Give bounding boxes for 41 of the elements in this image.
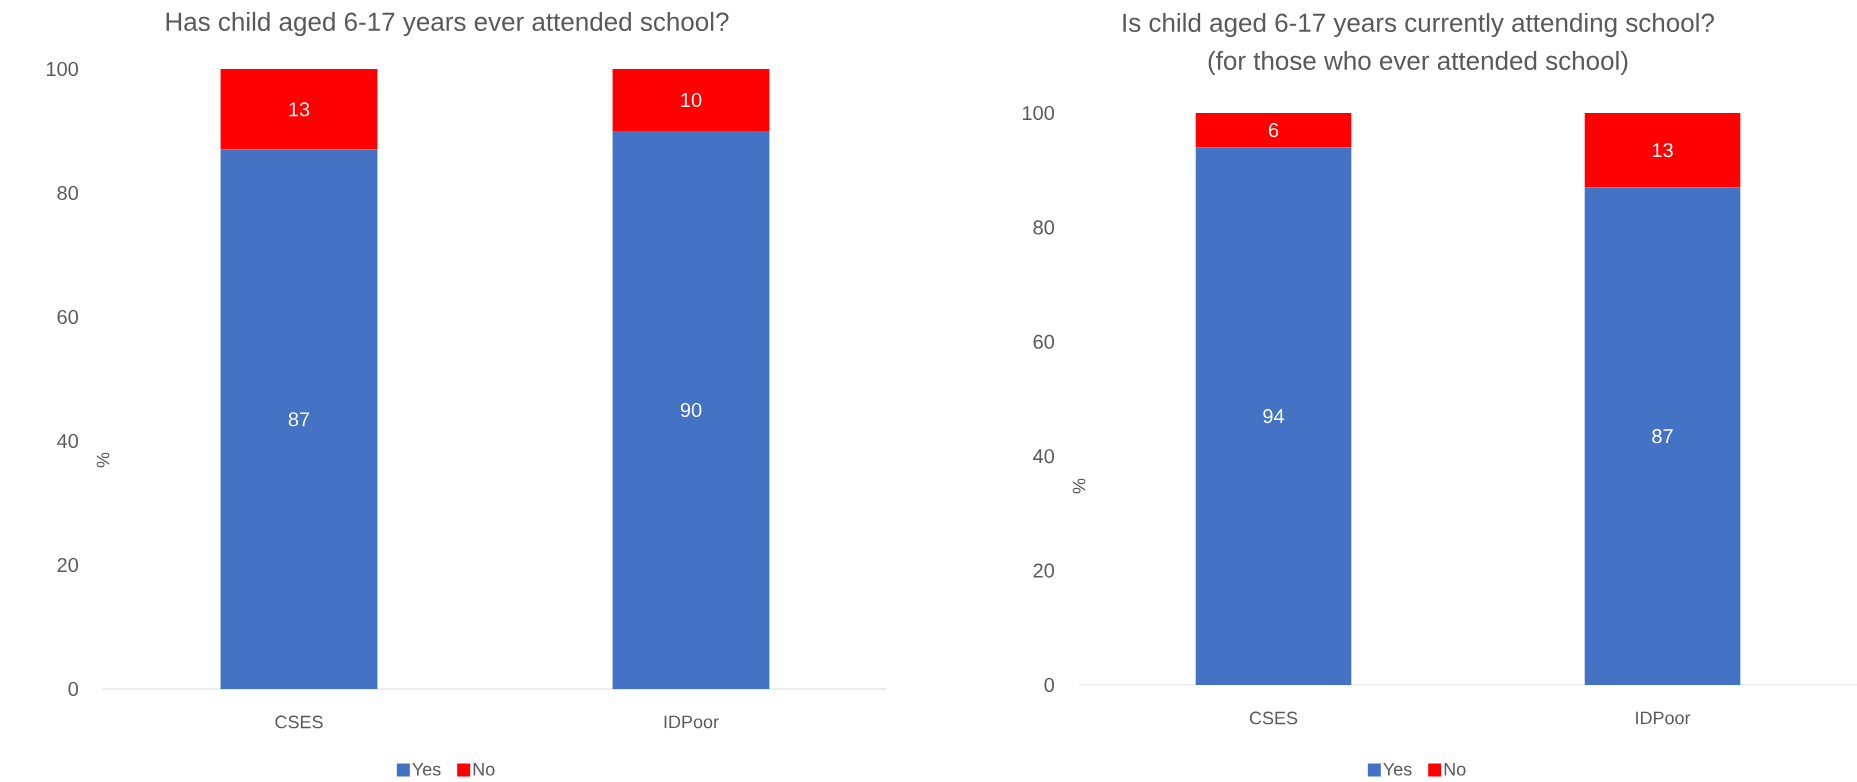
- y-tick-label: 0: [68, 681, 79, 697]
- chart-title: Is child aged 6-17 years currently attending school?: [1123, 12, 1714, 38]
- bar: [1584, 187, 1741, 685]
- data-label: 13: [289, 102, 310, 117]
- bar: [1584, 113, 1741, 188]
- y-tick-label: 80: [1033, 220, 1055, 235]
- y-tick-label: 60: [57, 309, 79, 325]
- data-label: 13: [1652, 143, 1673, 158]
- legend-label: No: [473, 763, 495, 776]
- legend-label: Yes: [1383, 763, 1412, 776]
- data-label: 87: [288, 412, 310, 427]
- x-tick-label: IDPoor: [664, 715, 719, 729]
- y-tick-label: 40: [1033, 449, 1055, 464]
- y-tick-label: 20: [1033, 563, 1055, 578]
- y-axis-title: %: [96, 452, 110, 468]
- chart-subtitle: (for those who ever attended school): [1208, 50, 1628, 76]
- y-tick-label: 60: [1033, 334, 1055, 349]
- y-tick-label: 100: [46, 61, 79, 77]
- legend-label: No: [1444, 763, 1466, 776]
- data-label: 87: [1652, 429, 1673, 444]
- y-tick-label: 40: [57, 433, 79, 449]
- data-label: 90: [680, 402, 702, 418]
- bar: [612, 130, 770, 689]
- bar: [1195, 113, 1352, 148]
- data-label: 10: [681, 92, 702, 108]
- chart-title: Has child aged 6-17 years ever attended school?: [166, 11, 729, 37]
- y-axis-title: %: [1072, 478, 1086, 494]
- bar: [1195, 147, 1352, 685]
- y-tick-label: 80: [57, 185, 79, 201]
- data-label: 94: [1263, 409, 1285, 424]
- bar: [220, 69, 378, 150]
- y-tick-label: 0: [1044, 677, 1055, 693]
- x-tick-label: IDPoor: [1636, 711, 1691, 725]
- y-tick-label: 20: [57, 557, 79, 573]
- data-label: 6: [1268, 123, 1279, 138]
- x-tick-label: CSES: [1249, 711, 1298, 725]
- x-tick-label: CSES: [275, 715, 323, 729]
- y-tick-label: 100: [1022, 105, 1055, 121]
- legend-label: Yes: [412, 763, 441, 776]
- bar: [612, 69, 770, 131]
- bar: [220, 149, 378, 689]
